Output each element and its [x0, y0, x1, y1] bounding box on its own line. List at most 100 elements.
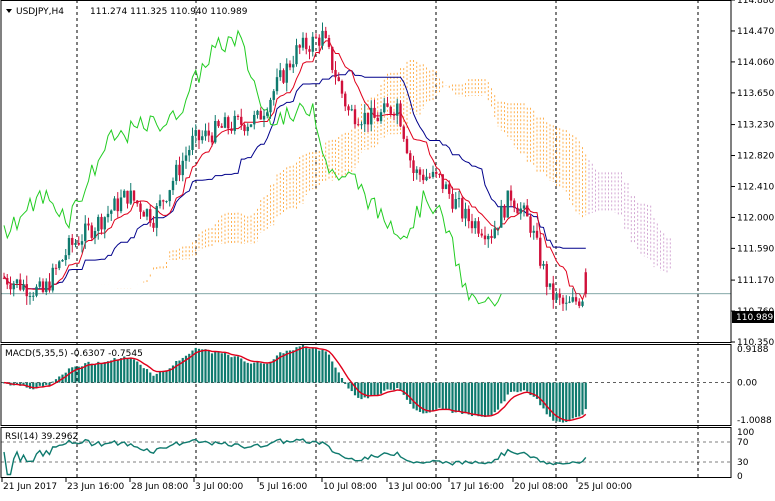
candle[interactable] — [6, 274, 9, 290]
candle[interactable] — [207, 122, 210, 143]
candle[interactable] — [340, 79, 344, 99]
candle[interactable] — [249, 124, 253, 128]
candle[interactable] — [90, 222, 93, 242]
candle[interactable] — [171, 177, 175, 196]
candle[interactable] — [279, 62, 282, 81]
candle[interactable] — [399, 100, 402, 128]
candle[interactable] — [405, 135, 409, 155]
candle[interactable] — [217, 119, 220, 128]
candle[interactable] — [58, 260, 61, 271]
candle[interactable] — [370, 100, 373, 132]
candle[interactable] — [197, 129, 201, 149]
candle[interactable] — [331, 46, 334, 74]
candle[interactable] — [288, 60, 292, 71]
candle[interactable] — [253, 110, 256, 130]
candle[interactable] — [152, 216, 155, 232]
candle[interactable] — [548, 283, 552, 290]
candle[interactable] — [155, 203, 158, 237]
candle[interactable] — [191, 127, 194, 155]
candle[interactable] — [272, 89, 275, 106]
candle[interactable] — [145, 208, 149, 221]
candle[interactable] — [292, 55, 295, 74]
candle[interactable] — [35, 284, 38, 298]
candle[interactable] — [487, 233, 490, 248]
candle[interactable] — [321, 22, 324, 50]
candle[interactable] — [113, 196, 116, 211]
candle[interactable] — [435, 170, 438, 179]
candle[interactable] — [461, 195, 464, 222]
candle[interactable] — [451, 186, 454, 213]
candle[interactable] — [431, 165, 435, 179]
candle[interactable] — [194, 124, 197, 144]
candle[interactable] — [558, 288, 561, 306]
candle[interactable] — [574, 293, 578, 305]
candle[interactable] — [220, 123, 223, 128]
candle[interactable] — [344, 91, 347, 112]
candle[interactable] — [9, 276, 12, 295]
candle[interactable] — [100, 213, 103, 235]
collapse-triangle-icon[interactable] — [6, 9, 12, 13]
candle[interactable] — [301, 32, 305, 51]
candle[interactable] — [383, 97, 386, 114]
candle[interactable] — [578, 298, 581, 309]
candle[interactable] — [48, 273, 51, 293]
candle[interactable] — [41, 278, 45, 294]
candle[interactable] — [74, 239, 77, 248]
candle[interactable] — [54, 264, 58, 275]
candle[interactable] — [542, 260, 545, 270]
candle[interactable] — [2, 272, 6, 280]
rsi-panel[interactable] — [1, 438, 731, 476]
candle[interactable] — [201, 130, 204, 144]
candle[interactable] — [470, 213, 474, 234]
candle[interactable] — [32, 291, 35, 301]
candle[interactable] — [106, 205, 110, 223]
candle[interactable] — [539, 231, 542, 269]
candle[interactable] — [366, 112, 370, 133]
candle[interactable] — [12, 280, 15, 297]
candle[interactable] — [275, 68, 279, 95]
candle[interactable] — [28, 291, 32, 305]
candle[interactable] — [477, 217, 480, 238]
candle[interactable] — [139, 200, 142, 219]
candle[interactable] — [236, 114, 240, 120]
candle[interactable] — [532, 225, 535, 240]
candle[interactable] — [493, 220, 496, 239]
candle[interactable] — [418, 167, 422, 182]
candle[interactable] — [93, 227, 97, 245]
candle[interactable] — [457, 190, 461, 208]
candle[interactable] — [379, 108, 383, 124]
candle[interactable] — [483, 226, 487, 245]
candle[interactable] — [350, 104, 353, 112]
candle[interactable] — [178, 156, 181, 182]
candle[interactable] — [129, 182, 132, 205]
macd-panel[interactable] — [1, 344, 731, 423]
candle[interactable] — [324, 26, 327, 39]
candle[interactable] — [360, 121, 363, 129]
candle[interactable] — [555, 291, 558, 303]
candle[interactable] — [565, 295, 568, 311]
candle[interactable] — [516, 203, 519, 214]
candle[interactable] — [15, 278, 19, 289]
candle[interactable] — [61, 259, 64, 262]
candle[interactable] — [259, 107, 262, 120]
candle[interactable] — [389, 105, 392, 117]
candle[interactable] — [334, 61, 337, 85]
candle[interactable] — [233, 110, 236, 135]
candle[interactable] — [223, 112, 227, 129]
candle[interactable] — [19, 273, 22, 292]
candle[interactable] — [327, 34, 331, 50]
candle[interactable] — [314, 33, 318, 39]
candle[interactable] — [64, 248, 67, 266]
candle[interactable] — [305, 32, 308, 55]
candle[interactable] — [285, 58, 288, 92]
candle[interactable] — [448, 180, 451, 199]
candle[interactable] — [464, 202, 467, 227]
candle[interactable] — [282, 68, 285, 84]
candle[interactable] — [467, 205, 470, 229]
candle[interactable] — [67, 235, 71, 260]
candle[interactable] — [142, 210, 145, 217]
candle[interactable] — [409, 150, 412, 168]
candle[interactable] — [230, 121, 233, 134]
candle[interactable] — [545, 261, 548, 296]
candle[interactable] — [45, 278, 48, 296]
